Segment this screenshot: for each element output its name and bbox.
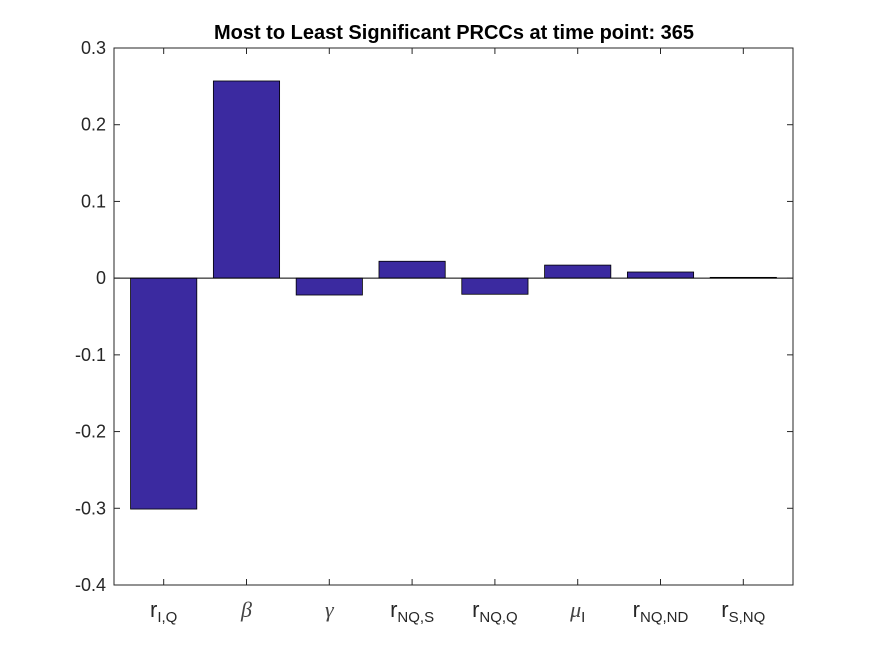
axes-box bbox=[113, 47, 794, 586]
x-tick-label: rNQ,ND bbox=[633, 597, 689, 626]
y-axis-ticks: -0.4 -0.3 -0.2 -0.1 0 0.1 0.2 0.3 bbox=[75, 38, 793, 595]
y-tick-label: 0.1 bbox=[81, 191, 106, 211]
x-tick-label: rNQ,Q bbox=[472, 597, 518, 626]
x-tick-label: rI,Q bbox=[150, 597, 177, 626]
bar-6 bbox=[544, 264, 612, 279]
y-tick-label: -0.3 bbox=[75, 498, 106, 518]
y-tick-label: 0.2 bbox=[81, 115, 106, 135]
x-tick-label: γ bbox=[325, 597, 335, 622]
y-tick-label: 0.3 bbox=[81, 38, 106, 58]
x-tick-label: rNQ,S bbox=[390, 597, 434, 626]
bars bbox=[130, 80, 777, 510]
y-tick-label: 0 bbox=[96, 268, 106, 288]
bar-2 bbox=[212, 80, 281, 279]
y-tick-label: -0.2 bbox=[75, 422, 106, 442]
bar-5 bbox=[461, 277, 529, 295]
y-tick-label: -0.4 bbox=[75, 575, 106, 595]
chart-title: Most to Least Significant PRCCs at time … bbox=[214, 22, 694, 44]
bar-1 bbox=[130, 277, 198, 510]
x-tick-label: rS,NQ bbox=[721, 597, 765, 626]
bar-7 bbox=[626, 271, 695, 279]
x-tick-label: β bbox=[240, 597, 252, 622]
axes bbox=[113, 47, 794, 586]
bar-3 bbox=[295, 277, 363, 296]
y-tick-label: -0.1 bbox=[75, 345, 106, 365]
x-axis-ticks: rI,Q β γ rNQ,S rNQ,Q μI rNQ,ND rS,NQ bbox=[150, 48, 765, 626]
bar-4 bbox=[378, 260, 446, 279]
x-tick-label: μI bbox=[569, 597, 585, 626]
